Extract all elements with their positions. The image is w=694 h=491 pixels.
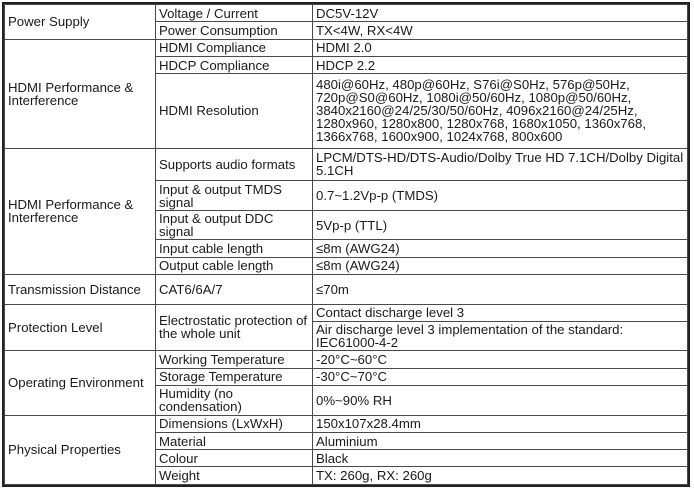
dimensions-value: 150x107x28.4mm: [312, 414, 688, 433]
storage-temperature-label: Storage Temperature: [155, 367, 313, 387]
input-cable-value: ≤8m (AWG24): [312, 239, 688, 258]
transmission-cable-label: CAT6/6A/7: [155, 273, 313, 305]
physical-properties-cell: Physical Properties: [4, 414, 156, 486]
ddc-label: Input & output DDC signal: [155, 209, 313, 241]
voltage-current-value: DC5V-12V: [312, 3, 688, 23]
hdmi-compliance-label: HDMI Compliance: [155, 38, 313, 57]
input-cable-label: Input cable length: [155, 239, 313, 258]
humidity-value: 0%~90% RH: [312, 385, 688, 416]
weight-value: TX: 260g, RX: 260g: [312, 466, 688, 485]
table-row: Colour Black: [5, 449, 688, 468]
table-row: HDMI Performance & Interference Supports…: [4, 147, 688, 275]
output-cable-label: Output cable length: [155, 256, 313, 275]
table-row: Protection Level Electrostatic protectio…: [4, 303, 688, 352]
spec-table-frame: Power Supply Voltage / Current DC5V-12V …: [2, 2, 690, 487]
air-discharge-value: Air discharge level 3 implementation of …: [312, 320, 688, 352]
weight-label: Weight: [155, 466, 313, 485]
table-row: Physical Properties Dimensions (LxWxH) 1…: [4, 414, 688, 486]
power-consumption-value: TX<4W, RX<4W: [312, 21, 688, 40]
hdcp-compliance-label: HDCP Compliance: [155, 55, 313, 75]
colour-value: Black: [312, 449, 688, 468]
hdcp-compliance-value: HDCP 2.2: [312, 55, 688, 75]
colour-label: Colour: [155, 449, 313, 468]
table-row: Operating Environment Working Temperatur…: [4, 350, 688, 416]
working-temperature-label: Working Temperature: [155, 350, 313, 369]
table-row: Input & output TMDS signal 0.7~1.2Vp-p (…: [5, 180, 688, 211]
hdmi-resolution-value: 480i@60Hz, 480p@60Hz, S76i@S0Hz, 576p@50…: [312, 73, 688, 149]
power-consumption-label: Power Consumption: [155, 21, 313, 40]
hdmi-compliance-value: HDMI 2.0: [312, 38, 688, 57]
transmission-distance-cell: Transmission Distance: [4, 273, 156, 305]
table-row: Transmission Distance CAT6/6A/7 ≤70m: [4, 273, 688, 305]
material-label: Material: [155, 431, 313, 451]
humidity-label: Humidity (no condensation): [155, 385, 313, 416]
table-row: HDMI Resolution 480i@60Hz, 480p@60Hz, S7…: [5, 73, 688, 149]
hdmi-resolution-label: HDMI Resolution: [155, 73, 313, 149]
material-value: Aluminium: [312, 431, 688, 451]
table-row: Storage Temperature -30°C~70°C: [5, 367, 688, 387]
working-temperature-value: -20°C~60°C: [312, 350, 688, 369]
dimensions-label: Dimensions (LxWxH): [155, 414, 313, 433]
storage-temperature-value: -30°C~70°C: [312, 367, 688, 387]
power-supply-cell: Power Supply: [4, 4, 156, 40]
voltage-current-label: Voltage / Current: [155, 3, 313, 23]
table-row: Output cable length ≤8m (AWG24): [5, 256, 688, 275]
table-row: Weight TX: 260g, RX: 260g: [5, 466, 688, 485]
hdmi-performance-cell-1: HDMI Performance & Interference: [4, 38, 156, 149]
esd-label: Electrostatic protection of the whole un…: [155, 303, 313, 352]
table-row: Power Supply Voltage / Current DC5V-12V: [4, 3, 688, 40]
hdmi-performance-cell-2: HDMI Performance & Interference: [4, 147, 156, 275]
protection-level-cell: Protection Level: [4, 303, 156, 352]
tmds-label: Input & output TMDS signal: [155, 180, 313, 211]
ddc-value: 5Vp-p (TTL): [312, 209, 688, 241]
audio-formats-label: Supports audio formats: [155, 147, 313, 182]
transmission-distance-value: ≤70m: [312, 273, 688, 305]
audio-formats-value: LPCM/DTS-HD/DTS-Audio/Dolby True HD 7.1C…: [312, 147, 688, 182]
tmds-value: 0.7~1.2Vp-p (TMDS): [312, 180, 688, 211]
operating-environment-cell: Operating Environment: [4, 350, 156, 416]
contact-discharge-value: Contact discharge level 3: [312, 303, 688, 322]
table-row: HDCP Compliance HDCP 2.2: [5, 55, 688, 75]
output-cable-value: ≤8m (AWG24): [312, 256, 688, 275]
spec-table: Power Supply Voltage / Current DC5V-12V …: [4, 3, 688, 486]
table-row: HDMI Performance & Interference HDMI Com…: [4, 38, 688, 149]
